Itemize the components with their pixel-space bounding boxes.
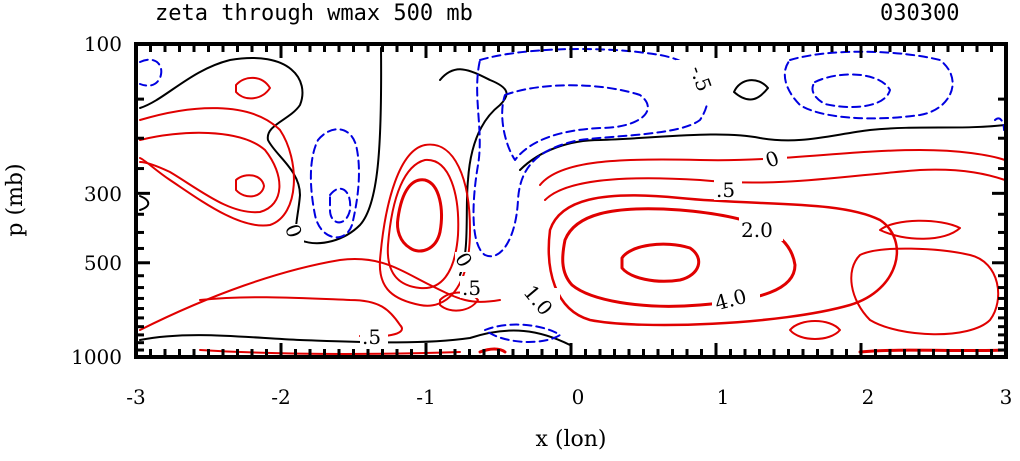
date-label: 030300 — [880, 1, 959, 26]
y-tick-label: 300 — [84, 182, 122, 206]
contour-label-group: .5 2.0 4.0 0 -.5 0 0 .5 1.0 .5 — [280, 60, 787, 349]
negative-contours — [139, 47, 1005, 343]
contour-lines — [139, 47, 1007, 355]
y-tick-label: 1000 — [71, 345, 122, 369]
chart-title: zeta through wmax 500 mb — [155, 1, 473, 26]
x-tick-label: 2 — [862, 385, 875, 409]
zero-contour — [519, 124, 1006, 171]
contour-label: .5 — [362, 325, 381, 349]
zero-contour — [139, 47, 383, 245]
zero-contour — [139, 329, 571, 346]
zero-contour — [733, 79, 769, 101]
x-tick-label: -3 — [126, 385, 145, 409]
y-tick-label: 100 — [84, 32, 122, 56]
x-tick-label: 0 — [572, 385, 585, 409]
x-axis-label: x (lon) — [535, 427, 606, 452]
contour-label: .5 — [716, 178, 735, 202]
contour-label: .5 — [462, 276, 481, 300]
x-tick-label: -1 — [416, 385, 435, 409]
x-tick-labels: -3 -2 -1 0 1 2 3 — [126, 385, 1012, 409]
y-tick-label: 500 — [84, 251, 122, 275]
zero-contour — [439, 68, 508, 276]
positive-contours — [139, 76, 1007, 355]
y-tick-labels: 100 300 500 1000 — [71, 32, 122, 369]
x-tick-label: 3 — [1000, 385, 1013, 409]
y-axis-label: p (mb) — [3, 163, 28, 236]
tick-marks — [134, 42, 1008, 359]
zero-contour — [139, 195, 150, 211]
contour-label: 2.0 — [741, 218, 773, 242]
x-tick-label: 1 — [717, 385, 730, 409]
x-tick-label: -2 — [271, 385, 290, 409]
